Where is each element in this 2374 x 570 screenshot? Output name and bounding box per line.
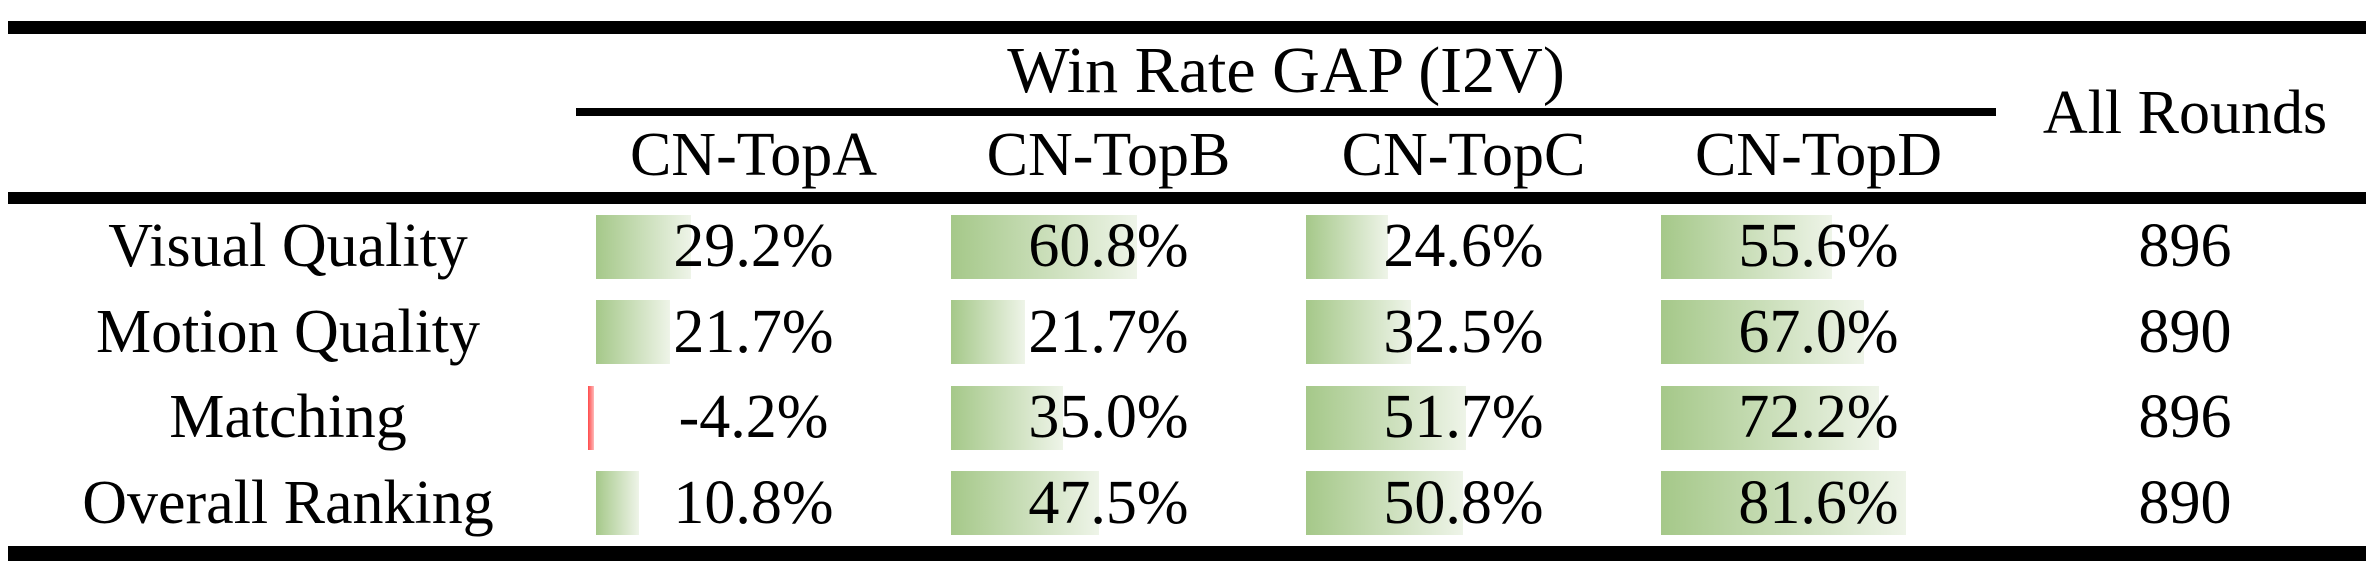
table-row-motion-quality: Motion Quality 21.7% 21.7% 32.5% 67.0% 8…	[0, 290, 2374, 376]
value-cell: 10.8%	[576, 461, 931, 547]
cell-value: 21.7%	[673, 297, 834, 366]
value-cell: 24.6%	[1286, 204, 1641, 290]
cell-value: 60.8%	[1028, 212, 1189, 281]
group-header-title: Win Rate GAP (I2V)	[1007, 34, 1565, 107]
value-cell: 67.0%	[1641, 290, 1996, 376]
data-bar	[1306, 385, 1466, 450]
group-header-underline-rule	[576, 108, 1996, 116]
cell-value: 35.0%	[1028, 383, 1189, 452]
cell-value: 72.2%	[1738, 383, 1899, 452]
data-bar	[1306, 300, 1411, 365]
column-header-cn-topa: CN-TopA	[629, 121, 878, 189]
data-bar	[951, 471, 1099, 536]
data-bar	[951, 385, 1063, 450]
data-bar	[596, 471, 639, 536]
column-header-cn-topb: CN-TopB	[986, 121, 1231, 189]
value-cell: 29.2%	[576, 204, 931, 290]
row-label: Matching	[169, 383, 407, 452]
value-cell: 32.5%	[1286, 290, 1641, 376]
cell-value: 55.6%	[1738, 212, 1899, 281]
value-cell: 51.7%	[1286, 375, 1641, 461]
cell-value: 50.8%	[1383, 468, 1544, 537]
row-label: Overall Ranking	[82, 468, 494, 537]
all-rounds-value: 896	[2138, 212, 2232, 281]
data-bar	[588, 385, 594, 450]
data-bar	[951, 300, 1025, 365]
cell-value: 67.0%	[1738, 297, 1899, 366]
cell-value: 21.7%	[1028, 297, 1189, 366]
value-cell: 55.6%	[1641, 204, 1996, 290]
data-bar	[596, 214, 691, 279]
cell-value: 32.5%	[1383, 297, 1544, 366]
cell-value: 24.6%	[1383, 212, 1544, 281]
row-label: Motion Quality	[95, 297, 481, 366]
data-bar	[1306, 214, 1388, 279]
header-body-divider-rule	[8, 192, 2366, 204]
data-bar	[951, 214, 1137, 279]
value-cell: 21.7%	[576, 290, 931, 376]
all-rounds-cell: 890	[1996, 290, 2374, 376]
cell-value: 51.7%	[1383, 383, 1544, 452]
value-cell: 21.7%	[931, 290, 1286, 376]
all-rounds-value: 896	[2138, 383, 2232, 452]
table-row-visual-quality: Visual Quality 29.2% 60.8% 24.6% 55.6% 8…	[0, 204, 2374, 290]
data-bar	[1661, 214, 1832, 279]
row-label: Visual Quality	[108, 212, 468, 281]
value-cell: -4.2%	[576, 375, 931, 461]
value-cell: 72.2%	[1641, 375, 1996, 461]
data-bar	[596, 300, 670, 365]
cell-value: 29.2%	[673, 212, 834, 281]
value-cell: 35.0%	[931, 375, 1286, 461]
value-cell: 60.8%	[931, 204, 1286, 290]
data-bar	[1661, 300, 1864, 365]
top-rule	[8, 21, 2366, 34]
column-header-cn-topd: CN-TopD	[1694, 121, 1943, 189]
cell-value: 47.5%	[1028, 468, 1189, 537]
cell-value: 81.6%	[1738, 468, 1899, 537]
column-header-cn-topc: CN-TopC	[1341, 121, 1586, 189]
data-bar	[1306, 471, 1463, 536]
data-bar	[1661, 385, 1879, 450]
all-rounds-cell: 896	[1996, 375, 2374, 461]
table-row-matching: Matching -4.2% 35.0% 51.7% 72.2% 896	[0, 375, 2374, 461]
value-cell: 81.6%	[1641, 461, 1996, 547]
all-rounds-cell: 890	[1996, 461, 2374, 547]
all-rounds-cell: 896	[1996, 204, 2374, 290]
cell-value: -4.2%	[678, 383, 829, 452]
column-header-all-rounds: All Rounds	[2042, 78, 2328, 147]
value-cell: 47.5%	[931, 461, 1286, 547]
cell-value: 10.8%	[673, 468, 834, 537]
table-body: Visual Quality 29.2% 60.8% 24.6% 55.6% 8…	[0, 204, 2374, 546]
data-bar	[1661, 471, 1906, 536]
table-row-overall-ranking: Overall Ranking 10.8% 47.5% 50.8% 81.6% …	[0, 461, 2374, 547]
all-rounds-value: 890	[2138, 468, 2232, 537]
value-cell: 50.8%	[1286, 461, 1641, 547]
bottom-rule	[8, 546, 2366, 561]
all-rounds-value: 890	[2138, 297, 2232, 366]
